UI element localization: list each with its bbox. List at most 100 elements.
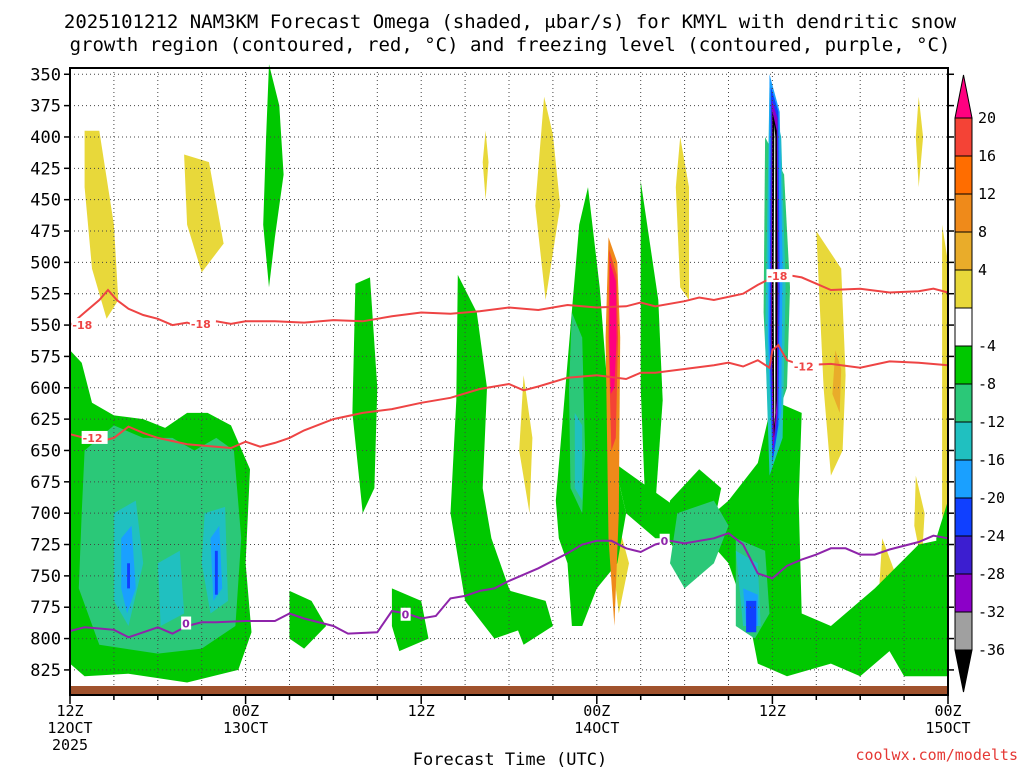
contour-label-6: 0	[402, 609, 410, 622]
plot-area: -18 -18 -18 -12 -12 0 0 0	[69, 64, 949, 696]
chart-title-line-1: 2025101212 NAM3KM Forecast Omega (shaded…	[64, 11, 957, 33]
x-tick-label-0-2: 12OCT	[47, 719, 92, 737]
y-tick-label-425: 425	[30, 159, 61, 179]
colorbar-label-3: 8	[978, 223, 987, 241]
contour-label-7: 0	[661, 535, 669, 548]
colorbar-bin-9	[954, 421, 973, 461]
colorbar-bin-3	[954, 193, 973, 233]
colorbar-bottom-arrow	[954, 649, 973, 693]
colorbar-bin-13	[954, 573, 973, 613]
omega-region-darkblue-42	[214, 550, 218, 595]
colorbar-label-7: -12	[978, 413, 1005, 431]
y-tick-label-500: 500	[30, 253, 61, 273]
contour-label-bg-4	[792, 359, 819, 373]
colorbar-bin-14	[954, 611, 973, 651]
contour-label-0: -18	[72, 319, 92, 332]
x-tick-label-60-1: 00Z	[934, 702, 961, 720]
colorbar-label-4: 4	[978, 261, 987, 279]
omega-region-yellow-2	[535, 96, 561, 300]
omega-region-cyan-34	[574, 412, 583, 501]
x-tick-label-12-2: 13OCT	[223, 719, 268, 737]
y-tick-label-750: 750	[30, 567, 61, 587]
omega-region-yellow-1	[184, 154, 224, 273]
contour-label-bg-6	[400, 607, 411, 621]
contour-label-bg-3	[81, 430, 108, 444]
x-tick-label-24-1: 12Z	[408, 702, 435, 720]
y-tick-label-675: 675	[30, 473, 61, 493]
omega-region-yellow-0	[84, 130, 119, 319]
omega-region-yellow-4	[816, 231, 846, 476]
y-tick-label-575: 575	[30, 347, 61, 367]
colorbar-label-2: 12	[978, 185, 996, 203]
colorbar-bin-11	[954, 497, 973, 537]
y-tick-label-800: 800	[30, 630, 61, 650]
colorbar-bin-2	[954, 155, 973, 195]
omega-region-green-24	[614, 400, 948, 677]
contour-label-5: 0	[182, 618, 190, 631]
x-tick-label-48-1: 12Z	[759, 702, 786, 720]
x-tick-label-0-3: 2025	[52, 736, 88, 754]
omega-region-green-14	[263, 64, 284, 288]
contour-line--12-1	[69, 343, 949, 450]
y-tick-label-825: 825	[30, 661, 61, 681]
y-tick-label-350: 350	[30, 65, 61, 85]
omega-region-darkblue-43	[746, 600, 757, 633]
omega-region-cyan-33	[157, 550, 185, 626]
y-tick-label-375: 375	[30, 97, 61, 117]
ground-strip	[70, 686, 948, 694]
omega-region-green-20	[501, 588, 553, 645]
colorbar-label-12: -32	[978, 603, 1005, 621]
colorbar-bin-1	[954, 117, 973, 157]
contour-label-bg-2	[766, 269, 793, 283]
omega-region-yellow-6	[482, 130, 489, 200]
y-tick-label-600: 600	[30, 379, 61, 399]
credit-text: coolwx.com/modelts	[855, 746, 1018, 764]
y-tick-label-775: 775	[30, 598, 61, 618]
omega-region-magenta-50	[609, 262, 617, 394]
colorbar-bin-7	[954, 345, 973, 385]
x-axis-title: Forecast Time (UTC)	[413, 750, 607, 768]
colorbar-bin-4	[954, 231, 973, 271]
omega-region-green-17	[352, 277, 378, 514]
colorbar-bin-8	[954, 383, 973, 423]
y-axis: 350 375 400 425 450 475 500 525 550 575 600 625 650 6…	[30, 65, 954, 681]
y-tick-label-700: 700	[30, 504, 61, 524]
y-tick-label-400: 400	[30, 128, 61, 148]
colorbar-bin-6	[954, 307, 973, 347]
colorbar-label-0: 20	[978, 109, 996, 127]
colorbar-bin-12	[954, 535, 973, 575]
colorbar-top-arrow	[954, 74, 973, 119]
x-tick-label-36-2: 14OCT	[574, 719, 619, 737]
omega-region-yellow-7	[519, 375, 533, 514]
y-tick-label-625: 625	[30, 410, 61, 430]
omega-region-green-22	[640, 180, 663, 526]
colorbar-label-8: -16	[978, 451, 1005, 469]
colorbar-label-6: -8	[978, 375, 996, 393]
colorbar-label-9: -20	[978, 489, 1005, 507]
colorbar-bin-5	[954, 269, 973, 309]
chart-title-line-2: growth region (contoured, red, °C) and f…	[70, 34, 951, 56]
contour-label-bg-7	[659, 533, 670, 547]
contour-label-1: -18	[191, 318, 211, 331]
contour-label-bg-0	[71, 318, 98, 332]
colorbar-label-11: -28	[978, 565, 1005, 583]
contour-label-2: -18	[767, 270, 787, 283]
omega-region-yellow-10	[942, 224, 948, 564]
colorbar-label-5: -4	[978, 337, 996, 355]
grid-layer	[70, 68, 948, 695]
y-tick-label-650: 650	[30, 441, 61, 461]
omega-region-darkblue-41	[127, 563, 130, 589]
omega-region-yellow-5	[915, 96, 924, 188]
colorbar-label-10: -24	[978, 527, 1005, 545]
y-tick-label-525: 525	[30, 285, 61, 305]
omega-shading-layer	[70, 64, 948, 683]
contour-label-bg-5	[181, 616, 192, 630]
x-tick-label-12-1: 00Z	[232, 702, 259, 720]
contour-label-bg-1	[189, 316, 216, 330]
contour-label-4: -12	[794, 360, 814, 373]
omega-region-teal-28	[670, 500, 729, 589]
contour-label-3: -12	[83, 432, 103, 445]
colorbar: 20 16 12 8 4 -4 -8 -12 -16 -20 -24 -28 -32 -36	[954, 74, 1005, 693]
